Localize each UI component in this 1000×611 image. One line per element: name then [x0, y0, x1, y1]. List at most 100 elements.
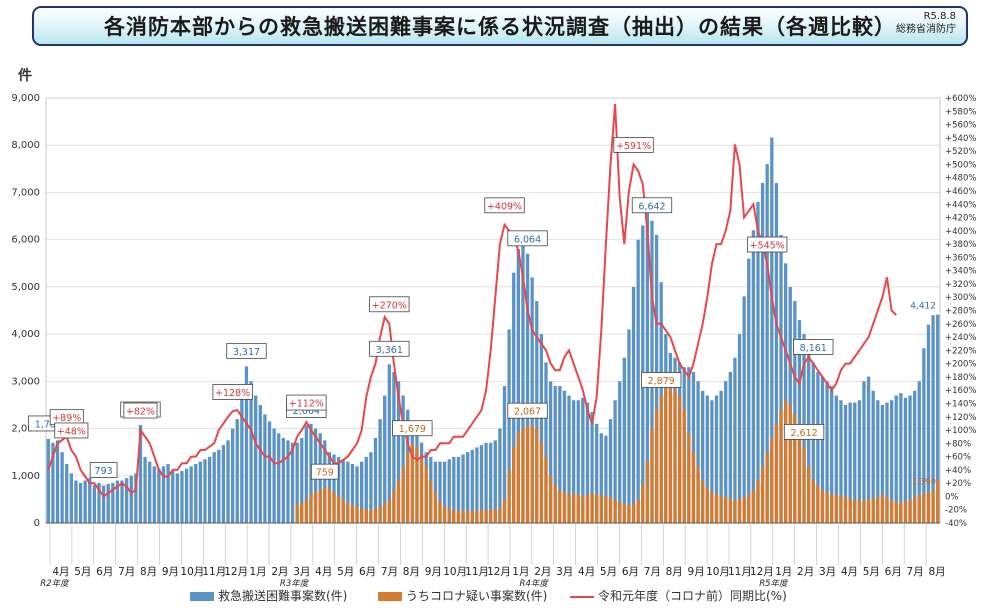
bar-total — [650, 220, 654, 523]
bar-corona — [733, 499, 737, 523]
bar-corona — [857, 500, 862, 523]
value-label: 2,612 — [790, 428, 817, 439]
pct-label-box — [123, 402, 158, 419]
bar-total — [327, 452, 332, 523]
bar-total — [184, 468, 189, 523]
end-label-corona: 1,390 — [912, 478, 936, 488]
legend-item-corona: うちコロナ疑い事案数(件) — [378, 588, 547, 604]
bar-corona — [701, 480, 705, 523]
bar-total — [332, 454, 336, 523]
bar-corona — [756, 480, 760, 523]
bar-total — [203, 459, 207, 523]
bar-total — [447, 459, 451, 523]
bar-total — [263, 414, 267, 523]
month-label: 8月 — [140, 566, 157, 578]
y-right-tick: +360% — [945, 253, 976, 263]
bar-corona — [825, 492, 829, 523]
month-label: 1月 — [249, 566, 266, 578]
bar-corona — [636, 499, 640, 523]
bar-corona — [664, 388, 668, 523]
bar-corona — [691, 452, 696, 523]
bar-corona — [908, 499, 912, 523]
value-label-box — [310, 463, 339, 480]
bar-total — [701, 390, 705, 523]
month-label: 12月 — [224, 566, 248, 578]
bar-total — [922, 348, 926, 523]
bar-total — [78, 482, 83, 523]
bar-total — [120, 480, 124, 523]
bar-total — [516, 249, 521, 523]
bar-corona — [475, 510, 479, 523]
bar-corona — [424, 466, 428, 523]
bar-total — [456, 456, 461, 523]
bar-total — [461, 454, 465, 523]
y-right-tick: +420% — [945, 214, 976, 224]
bar-corona — [880, 494, 885, 523]
bar-total — [373, 438, 378, 523]
month-label: 6月 — [96, 566, 113, 578]
bar-total — [714, 395, 719, 523]
month-label: 11月 — [202, 566, 226, 578]
bar-total — [364, 456, 368, 523]
pct-label: +82% — [126, 407, 155, 418]
bar-total — [627, 329, 631, 523]
bar-corona — [839, 495, 843, 523]
y-right-tick: +260% — [945, 320, 976, 330]
bar-total — [180, 471, 184, 523]
value-label-box — [392, 420, 433, 437]
bar-total — [880, 404, 885, 523]
bar-total — [346, 461, 350, 523]
y-left-tick: 7,000 — [11, 187, 40, 198]
y-right-tick: +520% — [945, 147, 976, 157]
title-box: 各消防本部からの救急搬送困難事案に係る状況調査（抽出）の結果（各週比較） R5.… — [32, 6, 968, 46]
bar-total — [631, 286, 636, 523]
bar-total — [46, 438, 50, 523]
bar-total — [595, 423, 599, 523]
bar-total — [244, 366, 249, 523]
bar-total — [124, 478, 129, 523]
bar-corona — [820, 489, 825, 523]
bar-corona — [535, 428, 539, 523]
y-right-tick: +600% — [945, 94, 976, 104]
bar-corona — [885, 497, 889, 523]
bar-corona — [346, 503, 350, 523]
bar-total — [553, 386, 557, 523]
bar-corona — [447, 508, 451, 523]
value-label-box — [369, 340, 410, 357]
bar-total — [143, 456, 147, 523]
value-label: 759 — [316, 468, 334, 479]
bar-corona — [760, 466, 765, 523]
org-label: 総務省消防庁 — [896, 24, 956, 35]
bar-corona — [770, 438, 774, 523]
bar-total — [88, 478, 92, 523]
pct-label-box — [369, 296, 410, 313]
bar-corona — [627, 505, 631, 523]
value-label-box — [793, 339, 834, 355]
bar-total — [341, 459, 345, 523]
bar-total — [599, 433, 603, 523]
bar-total — [876, 400, 880, 523]
bar-corona — [493, 509, 497, 523]
bar-total — [645, 209, 650, 523]
bar-corona — [355, 506, 359, 523]
bar-corona — [917, 494, 921, 523]
bar-corona — [558, 489, 562, 523]
bar-total — [862, 381, 866, 523]
pct-label-box — [286, 394, 327, 411]
bar-total — [498, 428, 502, 523]
bar-total — [470, 449, 474, 523]
month-label: 8月 — [928, 566, 945, 578]
bar-corona — [392, 489, 396, 523]
bar-total — [936, 314, 940, 523]
bar-total — [618, 381, 622, 523]
month-label: 5月 — [863, 566, 880, 578]
line-layer — [47, 103, 897, 498]
bar-corona — [912, 497, 917, 523]
bar-total — [360, 461, 364, 523]
bar-corona — [465, 511, 470, 523]
bar-corona — [811, 480, 815, 523]
bar-total — [811, 362, 815, 523]
y-left-tick: 9,000 — [11, 93, 40, 104]
y-right-tick: +320% — [945, 280, 976, 290]
y-right-tick: -20% — [945, 506, 967, 516]
